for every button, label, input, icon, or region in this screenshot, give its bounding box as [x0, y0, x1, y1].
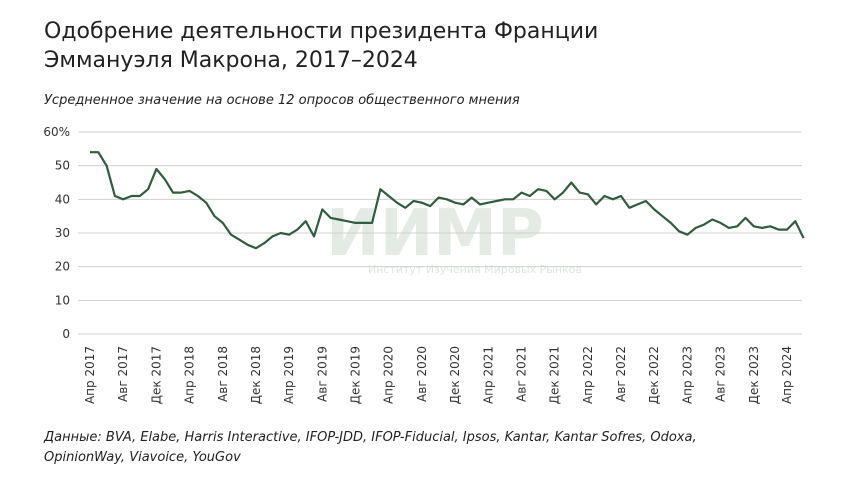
x-tick-label: Апр 2021	[481, 346, 495, 404]
x-tick-label: Апр 2024	[780, 346, 794, 404]
x-tick-label: Авг 2018	[216, 346, 230, 402]
source-note: Данные: BVA, Elabe, Harris Interactive, …	[44, 430, 697, 465]
y-tick-label: 60%	[43, 125, 70, 139]
x-tick-label: Авг 2019	[315, 346, 329, 402]
x-tick-label: Авг 2023	[714, 346, 728, 402]
x-tick-label: Апр 2023	[680, 346, 694, 404]
x-tick-label: Дек 2020	[448, 346, 462, 404]
x-tick-label: Апр 2019	[282, 346, 296, 404]
x-tick-label: Дек 2023	[747, 346, 761, 404]
x-tick-label: Апр 2017	[83, 346, 97, 404]
x-tick-label: Апр 2022	[581, 346, 595, 404]
y-tick-label: 10	[55, 293, 70, 307]
watermark: ИИМР	[326, 197, 544, 271]
x-tick-label: Авг 2021	[514, 346, 528, 402]
x-tick-label: Дек 2022	[647, 346, 661, 404]
x-tick-label: Авг 2017	[116, 346, 130, 402]
x-tick-label: Дек 2018	[249, 346, 263, 404]
y-tick-label: 0	[62, 327, 70, 341]
y-tick-label: 40	[55, 192, 70, 206]
chart-title: Эммануэля Макрона, 2017–2024	[44, 48, 418, 73]
line-series	[90, 151, 805, 250]
x-tick-label: Апр 2018	[183, 346, 197, 404]
y-tick-label: 30	[55, 226, 70, 240]
chart-subtitle: Усредненное значение на основе 12 опросо…	[44, 93, 520, 108]
x-tick-label: Дек 2019	[349, 346, 363, 404]
chart-title: Одобрение деятельности президента Франци…	[44, 19, 598, 44]
x-tick-label: Дек 2017	[149, 346, 163, 404]
x-tick-label: Авг 2022	[614, 346, 628, 402]
watermark-subtitle: Институт Изучения Мировых Рынков	[368, 263, 582, 276]
x-tick-label: Апр 2020	[382, 346, 396, 404]
y-tick-label: 20	[55, 260, 70, 274]
x-tick-label: Дек 2021	[548, 346, 562, 404]
y-tick-label: 50	[55, 159, 70, 173]
x-tick-label: Авг 2020	[415, 346, 429, 402]
